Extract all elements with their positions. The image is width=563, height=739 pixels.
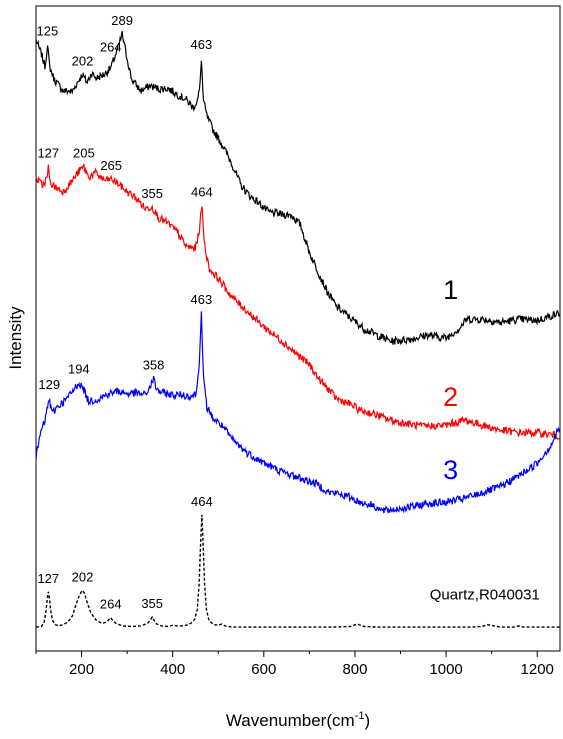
- peak-label: 129: [38, 377, 60, 392]
- x-axis-title-exponent: -1: [355, 710, 365, 722]
- series-line-1: [35, 30, 561, 346]
- peak-label: 127: [37, 145, 59, 160]
- peak-annotations: 125 202 264 289 463 127 205 265 355 464 129 194 358 4…: [37, 13, 213, 612]
- reference-label: Quartz,R040031: [430, 587, 540, 604]
- peak-label: 265: [100, 158, 122, 173]
- series-line-quartz-reference: [35, 514, 560, 628]
- x-tick-label: 400: [160, 661, 185, 678]
- y-axis-title: Intensity: [6, 306, 25, 370]
- curve-label: 2: [443, 382, 458, 412]
- x-axis-ticks: 200 400 600 800 1000 1200: [35, 651, 554, 678]
- plot-frame: [35, 5, 561, 652]
- peak-label: 125: [37, 24, 59, 39]
- peak-label: 202: [72, 53, 94, 68]
- peak-label: 355: [141, 596, 163, 611]
- x-tick-label: 1200: [521, 661, 554, 678]
- peak-label: 127: [37, 571, 59, 586]
- series-layer: [35, 30, 561, 628]
- curve-label: 3: [443, 455, 458, 485]
- peak-label: 463: [191, 37, 213, 52]
- peak-label: 264: [100, 39, 122, 54]
- peak-label: 358: [143, 358, 165, 373]
- peak-label: 194: [68, 361, 90, 376]
- peak-label: 355: [141, 186, 163, 201]
- x-tick-label: 600: [251, 661, 276, 678]
- x-axis-title: Wavenumber(cm-1): [226, 710, 370, 730]
- x-tick-label: 200: [69, 661, 94, 678]
- series-line-3: [35, 311, 561, 515]
- curve-labels: 1 2 3 Quartz,R040031: [430, 275, 540, 604]
- peak-label: 464: [191, 185, 213, 200]
- peak-label: 464: [191, 494, 213, 509]
- peak-label: 463: [191, 292, 213, 307]
- peak-label: 202: [72, 570, 94, 585]
- peak-label: 264: [100, 597, 122, 612]
- x-axis-title-main: Wavenumber(cm: [226, 711, 355, 730]
- peak-label: 289: [111, 13, 133, 28]
- curve-label: 1: [443, 275, 458, 305]
- x-axis-title-close: ): [364, 711, 370, 730]
- x-tick-label: 800: [342, 661, 367, 678]
- x-tick-label: 1000: [429, 661, 462, 678]
- series-line-2: [35, 163, 560, 441]
- peak-label: 205: [73, 145, 95, 160]
